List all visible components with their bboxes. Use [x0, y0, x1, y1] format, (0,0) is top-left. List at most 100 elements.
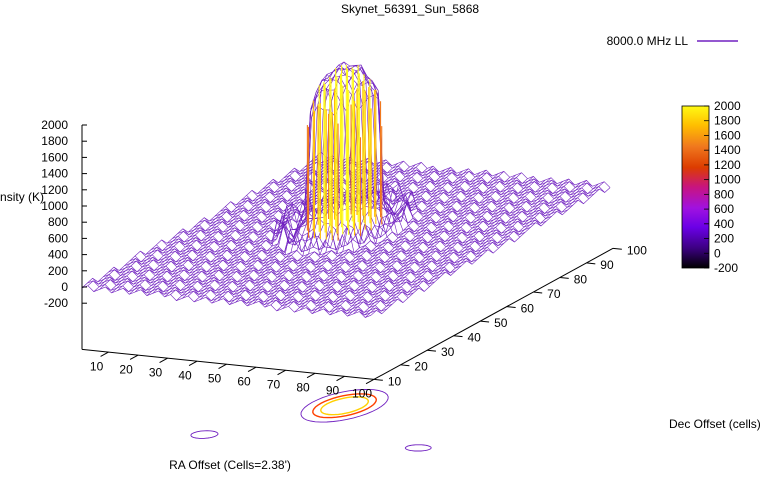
surface-col-line	[306, 179, 546, 312]
chart-title: Skynet_56391_Sun_5868	[341, 2, 479, 16]
z-tick-label: 800	[48, 215, 68, 229]
colorbar-tick-label: 400	[714, 217, 734, 231]
colorbar-tick-label: 1200	[714, 158, 741, 172]
surface-row-line	[172, 227, 462, 269]
surface-row-line	[161, 239, 451, 276]
axes: 10 20 30 40 50 60 70 80 90 100 10 20 30 40 50 60 70 80 90 1…	[41, 118, 647, 401]
surface-col-line	[205, 61, 446, 302]
x-tick-label: 90	[326, 384, 340, 398]
colorbar-tick-label: 800	[714, 187, 734, 201]
surface-col-line	[93, 155, 334, 292]
surface-col-line	[329, 178, 570, 316]
surface-col-line	[123, 160, 363, 293]
x-axis-tick	[218, 363, 227, 370]
y-axis-tick	[612, 247, 622, 250]
legend-label: 8000.0 MHz LL	[607, 34, 689, 48]
surface-col-line	[288, 178, 528, 307]
z-tick-label: 600	[48, 231, 68, 245]
y-tick-label: 30	[441, 345, 455, 359]
y-axis-tick	[373, 378, 383, 381]
y-tick-label: 20	[414, 360, 428, 374]
surface-col-line	[193, 73, 434, 303]
z-tick-label: 400	[48, 248, 68, 262]
colorbar: 2000180016001400120010008006004002000-20…	[681, 99, 741, 275]
surface-col-line	[353, 182, 593, 315]
colorbar-tick-label: 1600	[714, 128, 741, 142]
x-axis-tick	[159, 357, 168, 363]
contour-mid	[312, 393, 378, 419]
contour-projection	[190, 388, 432, 452]
surface-col-line	[341, 182, 581, 315]
surface-row-line	[278, 177, 568, 213]
surface-plot	[81, 61, 611, 318]
colorbar-tick-label: 0	[714, 246, 721, 260]
y-axis-label: Dec Offset (cells)	[669, 417, 761, 431]
surface-col-line	[105, 159, 345, 291]
surface-col-line	[264, 171, 505, 308]
surface-col-line	[359, 183, 599, 316]
x-tick-label: 10	[90, 359, 104, 373]
surface-row-line	[108, 269, 398, 305]
surface-col-line	[294, 176, 534, 313]
surface-row-line	[92, 278, 382, 315]
x-axis-tick	[100, 351, 109, 357]
y-tick-label: 40	[468, 331, 482, 345]
surface-row-line	[87, 280, 377, 316]
surface-col-line	[246, 169, 487, 307]
surface-col-line	[282, 172, 522, 309]
contour-outer	[300, 388, 389, 423]
z-tick-label: 200	[48, 264, 68, 278]
x-tick-label: 80	[296, 381, 310, 395]
surface-row-line	[219, 61, 510, 244]
x-axis-line	[81, 348, 375, 380]
x-tick-label: 40	[178, 369, 192, 383]
surface-col-line	[152, 161, 392, 294]
colorbar-ticks: 2000180016001400120010008006004002000-20…	[704, 99, 741, 275]
x-axis-tick	[277, 369, 286, 376]
x-tick-label: 70	[267, 378, 281, 392]
y-tick-label: 70	[547, 287, 561, 301]
surface-col-line	[270, 177, 511, 306]
surface-col-line	[258, 173, 499, 306]
surface-row-line	[113, 266, 404, 303]
surface-row-line	[81, 285, 372, 318]
surface-row-line	[198, 85, 489, 255]
surface-row-line	[129, 258, 420, 294]
y-axis-tick	[480, 320, 490, 323]
surface-row-line	[124, 260, 414, 296]
surface-col-line	[370, 187, 611, 316]
y-axis-tick	[453, 335, 463, 338]
x-tick-label: 20	[119, 362, 133, 376]
colorbar-tick-label: 2000	[714, 99, 741, 113]
colorbar-tick-label: 1400	[714, 143, 741, 157]
z-tick-label: 1400	[41, 167, 68, 181]
surface-col-line	[87, 157, 328, 286]
surface-col-line	[99, 157, 339, 290]
surface-row-line	[134, 255, 425, 292]
surface-col-line	[317, 179, 558, 312]
surface-col-line	[252, 172, 493, 304]
z-axis-label: Intensity (K)	[0, 190, 44, 204]
y-axis-tick	[400, 364, 410, 367]
x-axis-label: RA Offset (Cells=2.38')	[169, 458, 291, 472]
surface-col-line	[300, 178, 540, 311]
colorbar-tick-label: 1800	[714, 114, 741, 128]
x-tick-label: 100	[352, 387, 372, 401]
surface-row-line	[103, 274, 393, 307]
colorbar-tick-label: 200	[714, 232, 734, 246]
y-tick-label: 50	[494, 316, 508, 330]
z-tick-label: -200	[44, 296, 68, 310]
surface-row-line	[241, 187, 531, 233]
y-axis-line	[373, 247, 614, 380]
y-axis-tick	[506, 306, 516, 308]
x-axis-tick	[188, 360, 198, 366]
surface-col-line	[276, 174, 516, 312]
surface-row-line	[182, 218, 473, 265]
z-tick-label: 2000	[41, 118, 68, 132]
surface-col-line	[323, 181, 564, 313]
z-tick-label: 1800	[41, 134, 68, 148]
z-tick-label: 0	[61, 280, 68, 294]
y-tick-label: 90	[600, 258, 614, 272]
z-tick-label: 1200	[41, 183, 68, 197]
